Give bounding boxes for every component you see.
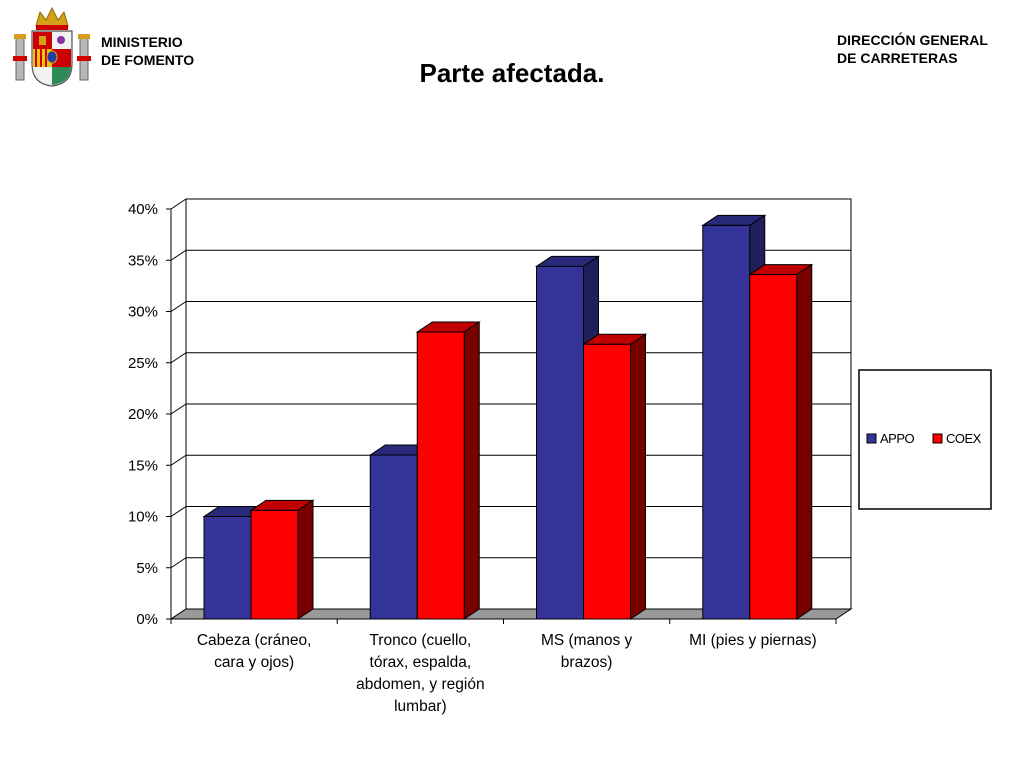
x-category-label-line: brazos) — [561, 654, 613, 671]
y-tick-label: 0% — [136, 611, 158, 628]
bar-side — [463, 321, 480, 620]
x-category-label-line: MI (pies y piernas) — [689, 632, 816, 649]
bar-front — [536, 265, 584, 620]
x-category-label-line: Cabeza (cráneo, — [197, 632, 312, 649]
x-category-label: Cabeza (cráneo, cara y ojos) — [197, 632, 312, 671]
gridline-side — [170, 198, 187, 210]
y-tick-label: 5% — [136, 560, 158, 577]
direccion-line-1: DIRECCIÓN GENERAL — [837, 32, 988, 48]
gridline-side — [170, 454, 187, 466]
gridline-side — [170, 352, 187, 364]
bar-coex — [581, 333, 648, 620]
y-tick-label: 30% — [128, 304, 158, 321]
bar-front — [250, 509, 299, 620]
ministry-line-2: DE FOMENTO — [101, 52, 195, 68]
bar-side — [630, 333, 646, 620]
x-category-label-line: cara y ojos) — [214, 654, 294, 671]
bar-coex — [748, 263, 814, 620]
x-category-label-line: Tronco (cuello, — [369, 632, 471, 649]
bar-front — [416, 331, 465, 620]
legend-swatch-appo — [866, 433, 877, 444]
legend-swatch-coex — [932, 433, 943, 444]
ministry-name: MINISTERIO DE FOMENTO — [101, 33, 194, 69]
y-tick-label: 15% — [128, 457, 158, 474]
x-category-label-line: MS (manos y — [541, 632, 633, 649]
ministry-line-1: MINISTERIO — [101, 34, 183, 50]
bar-front — [203, 516, 252, 620]
spain-coat-of-arms-icon — [10, 4, 94, 88]
bar-coex — [415, 321, 481, 620]
legend-label-coex: COEX — [946, 431, 982, 446]
y-tick-label: 20% — [128, 406, 158, 423]
bar-side — [297, 499, 314, 620]
gridline-side — [170, 403, 187, 415]
gridline-side — [170, 301, 187, 312]
bar-front — [583, 343, 631, 620]
bar-side — [796, 263, 813, 620]
direccion-name: DIRECCIÓN GENERAL DE CARRETERAS — [837, 31, 988, 67]
gridline-side — [170, 249, 187, 261]
legend-label-appo: APPO — [880, 431, 915, 446]
gridline-side — [170, 557, 187, 569]
x-category-label: MI (pies y piernas) — [689, 632, 816, 649]
direccion-line-2: DE CARRETERAS — [837, 50, 958, 66]
x-category-label-line: tórax, espalda, — [370, 654, 472, 671]
x-category-label: MS (manos y brazos) — [541, 632, 633, 671]
slide-title: Parte afectada. — [419, 58, 605, 88]
bar-coex — [249, 499, 315, 620]
x-category-label-line: abdomen, y región — [356, 676, 484, 693]
bar-front — [369, 454, 418, 620]
gridline-side — [170, 506, 187, 517]
legend-box — [858, 369, 992, 510]
y-tick-label: 25% — [128, 355, 158, 372]
x-category-label-line: lumbar) — [394, 698, 447, 715]
bar-front — [702, 224, 751, 620]
x-category-label: Tronco (cuello, tórax, espalda, abdomen, y… — [356, 632, 484, 715]
y-tick-label: 10% — [128, 509, 158, 526]
y-tick-label: 35% — [128, 252, 158, 269]
y-tick-label: 40% — [128, 201, 158, 218]
bar-front — [749, 274, 798, 620]
